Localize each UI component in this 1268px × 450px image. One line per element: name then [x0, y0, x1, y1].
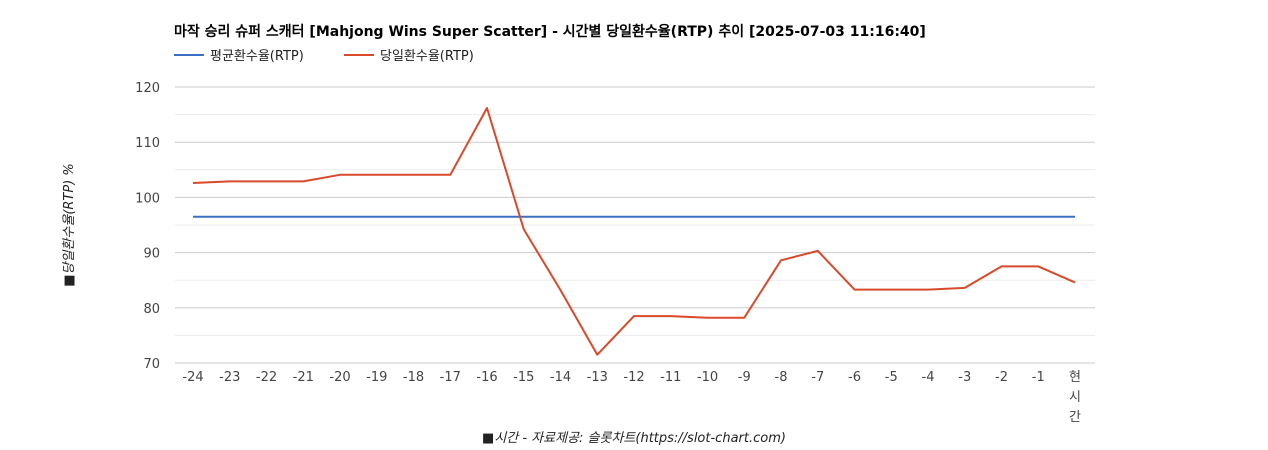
x-tick-label: -3: [958, 370, 971, 385]
x-tick-label: -5: [885, 370, 898, 385]
y-tick-label: 90: [143, 247, 160, 262]
x-tick-label: -2: [995, 370, 1008, 385]
x-tick-label: -18: [403, 370, 424, 385]
x-tick-label: -19: [366, 370, 387, 385]
x-tick-label: -17: [440, 370, 461, 385]
x-tick-label: -10: [697, 370, 718, 385]
y-tick-label: 120: [135, 81, 160, 96]
legend-label-avg: 평균환수율(RTP): [210, 49, 304, 64]
x-tick-label: -24: [182, 370, 203, 385]
x-tick-label: -7: [811, 370, 824, 385]
x-tick-label: -15: [513, 370, 534, 385]
y-tick-label: 80: [143, 302, 160, 317]
legend: 평균환수율(RTP) 당일환수율(RTP): [174, 49, 474, 64]
x-tick-label: -23: [219, 370, 240, 385]
x-tick-label: -21: [293, 370, 314, 385]
x-axis-ticks: -24 -23 -22 -21 -20 -19 -18 -17 -16 -15 -14 -13 -12 -…: [182, 370, 1081, 425]
y-axis-title: ■당일환수율(RTP) %: [62, 163, 77, 287]
x-tick-label: -22: [256, 370, 277, 385]
series-lines: [192, 107, 1076, 356]
x-tick-label: -1: [1032, 370, 1045, 385]
y-tick-label: 100: [135, 191, 160, 206]
x-tick-label: -9: [738, 370, 751, 385]
x-tick-label: -6: [848, 370, 861, 385]
x-tick-label: -13: [587, 370, 608, 385]
grid: [175, 86, 1095, 364]
y-axis-ticks: 70 80 90 100 110 120: [135, 81, 160, 372]
legend-label-daily: 당일환수율(RTP): [380, 49, 474, 64]
y-tick-label: 70: [143, 357, 160, 372]
x-axis-title: ■시간 - 자료제공: 슬롯차트(https://slot-chart.com): [482, 431, 786, 446]
x-tick-label: -12: [623, 370, 644, 385]
series-line-daily-rtp: [192, 107, 1076, 356]
x-tick-label: -8: [775, 370, 788, 385]
x-tick-label: -11: [660, 370, 681, 385]
x-tick-label: -14: [550, 370, 571, 385]
x-tick-label: -16: [476, 370, 497, 385]
x-tick-label: -4: [922, 370, 935, 385]
x-tick-label: -20: [329, 370, 350, 385]
chart-title: 마작 승리 슈퍼 스캐터 [Mahjong Wins Super Scatter…: [174, 23, 926, 40]
y-tick-label: 110: [135, 136, 160, 151]
